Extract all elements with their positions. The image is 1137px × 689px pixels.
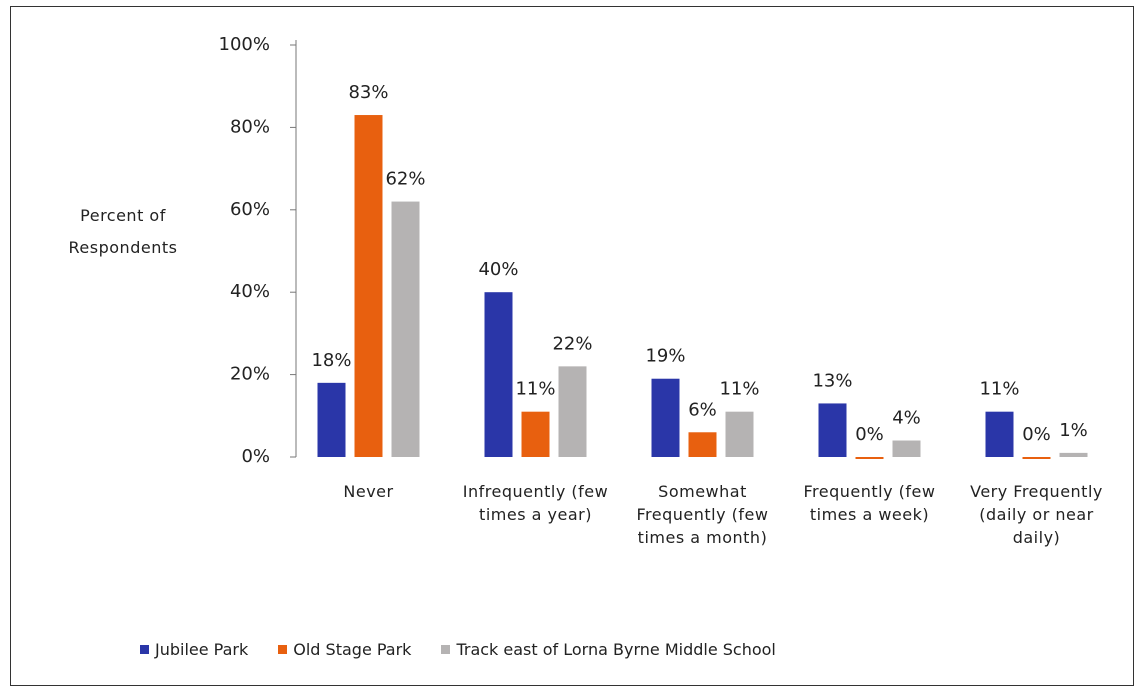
y-tick-label: 20% <box>230 364 270 385</box>
data-label: 11% <box>515 379 555 400</box>
bar <box>725 411 754 457</box>
bar <box>484 292 513 457</box>
data-label: 1% <box>1059 420 1088 441</box>
data-label: 11% <box>719 379 759 400</box>
data-label: 0% <box>1022 424 1051 445</box>
data-label: 11% <box>979 379 1019 400</box>
legend-item: Old Stage Park <box>278 640 411 659</box>
data-label: 40% <box>478 259 518 280</box>
bar <box>558 366 587 457</box>
legend-label: Old Stage Park <box>293 640 412 659</box>
bar <box>1059 452 1088 457</box>
legend-label: Track east of Lorna Byrne Middle School <box>456 640 776 659</box>
bar <box>354 115 383 457</box>
legend-swatch <box>140 645 149 654</box>
legend-swatch <box>441 645 451 654</box>
data-label: 19% <box>645 346 685 367</box>
legend-swatch <box>278 645 288 654</box>
y-tick-label: 80% <box>230 116 270 137</box>
chart-frame <box>10 6 1134 686</box>
y-tick-label: 100% <box>219 34 270 55</box>
data-label: 62% <box>385 169 425 190</box>
bar <box>391 201 420 457</box>
x-tick-label: Very Frequently (daily or near daily) <box>970 482 1103 547</box>
legend: Jubilee Park Old Stage Park Track east of … <box>140 640 776 659</box>
bar <box>855 457 884 459</box>
x-tick-label: Infrequently (few times a year) <box>462 482 609 524</box>
data-label: 6% <box>688 399 717 420</box>
bar <box>688 432 717 457</box>
data-label: 0% <box>855 424 884 445</box>
bar <box>892 440 921 457</box>
y-axis-label: Percent of Respondents <box>68 206 178 257</box>
bar <box>651 378 680 457</box>
data-label: 13% <box>812 370 852 391</box>
x-tick-label: Somewhat Frequently (few times a month) <box>636 482 769 547</box>
legend-item: Jubilee Park <box>140 640 248 659</box>
y-tick-label: 40% <box>230 281 270 302</box>
legend-label: Jubilee Park <box>155 640 249 659</box>
y-tick-label: 0% <box>241 446 270 467</box>
data-label: 22% <box>552 333 592 354</box>
bar <box>818 403 847 457</box>
bar <box>317 382 346 457</box>
data-label: 18% <box>311 350 351 371</box>
data-label: 83% <box>348 82 388 103</box>
bar <box>985 411 1014 457</box>
y-tick-label: 60% <box>230 199 270 220</box>
legend-item: Track east of Lorna Byrne Middle School <box>441 640 776 659</box>
data-label: 4% <box>892 408 921 429</box>
x-tick-label: Never <box>343 482 394 501</box>
x-tick-label: Frequently (few times a week) <box>803 482 936 524</box>
bar <box>1022 457 1051 459</box>
bar <box>521 411 550 457</box>
